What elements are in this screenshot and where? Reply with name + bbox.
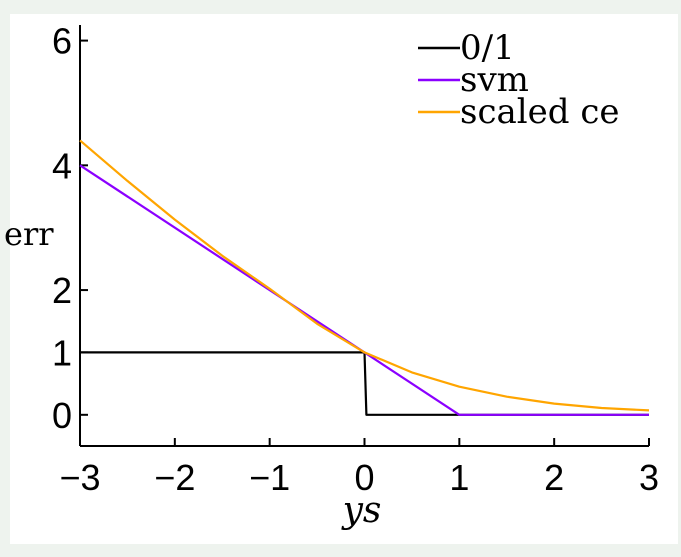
x-tick-label: 1 [449,457,469,498]
y-tick-label: 0 [52,395,72,436]
y-axis-label: err [4,215,54,253]
x-tick-label: 0 [354,457,374,498]
series-layer [79,139,650,416]
x-tick-label: 3 [639,457,659,498]
x-tick-label: 2 [544,457,564,498]
series-line-scaled-ce [79,139,650,412]
legend-label-scaled-ce: scaled ce [460,92,620,132]
legend-label-0-1: 0/1 [460,28,515,68]
series-line-svm [79,164,649,416]
y-tick-label: 2 [52,270,72,311]
x-tick-label: −3 [59,457,100,498]
chart-panel [10,14,678,544]
x-tick-label: −1 [249,457,290,498]
y-tick-label: 4 [52,145,72,186]
axes: −3 −2 −1 0 1 2 3 0 1 2 4 6 [52,21,659,498]
y-tick-label: 1 [52,332,72,373]
x-tick-label: −2 [154,457,195,498]
x-axis-label: ys [341,490,382,531]
legend-label-svm: svm [460,60,529,100]
y-tick-label: 6 [52,21,72,62]
